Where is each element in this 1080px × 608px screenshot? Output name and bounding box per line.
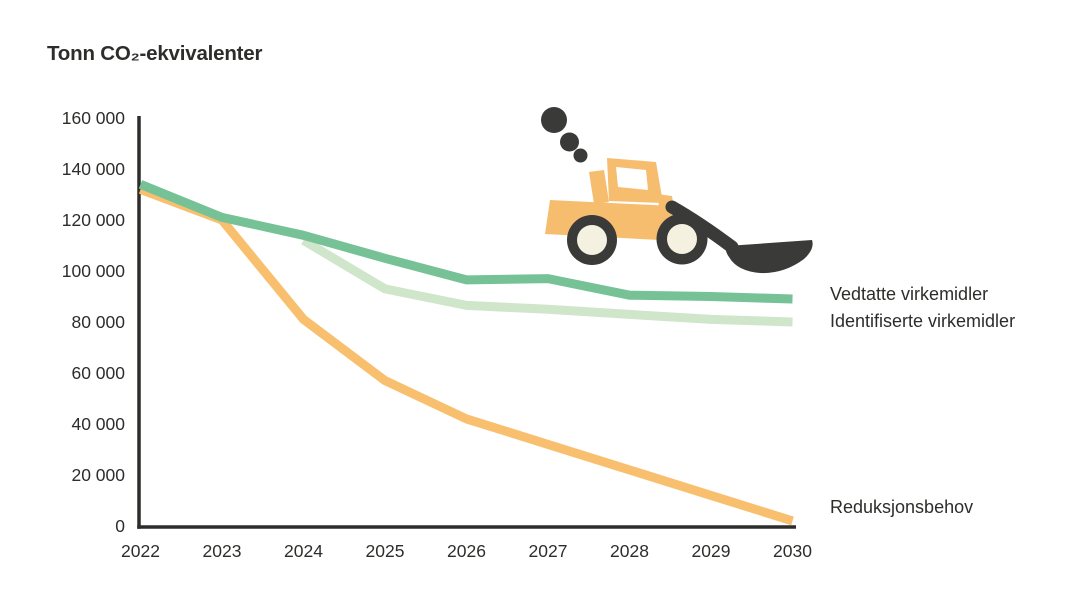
front-wheel-hub — [577, 225, 607, 255]
x-tick-label: 2030 — [773, 541, 812, 561]
series-label-identifiserte-virkemidler: Identifiserte virkemidler — [830, 311, 1016, 331]
x-tick-label: 2025 — [366, 541, 405, 561]
y-tick-label: 160 000 — [62, 108, 126, 128]
x-tick-label: 2029 — [692, 541, 731, 561]
x-tick-label: 2026 — [447, 541, 486, 561]
series-label-reduksjonsbehov: Reduksjonsbehov — [830, 497, 974, 517]
smoke-puff-icon — [573, 148, 588, 163]
excavator-illustration — [541, 107, 813, 274]
exhaust-pipe-icon — [589, 170, 609, 204]
y-tick-label: 60 000 — [71, 363, 125, 383]
rear-wheel-hub — [667, 224, 697, 254]
series-line-identifiserte-virkemidler — [301, 236, 793, 327]
x-tick-label: 2027 — [529, 541, 568, 561]
y-tick-label: 120 000 — [62, 210, 126, 230]
x-tick-label: 2022 — [121, 541, 160, 561]
x-tick-label: 2028 — [610, 541, 649, 561]
series-line-vedtatte-virkemidler — [138, 180, 793, 304]
y-tick-label: 140 000 — [62, 159, 126, 179]
smoke-puff-icon — [560, 132, 579, 152]
x-tick-label: 2024 — [284, 541, 323, 561]
y-tick-label: 80 000 — [71, 312, 125, 332]
chart-title: Tonn CO₂-ekvivalenter — [47, 42, 263, 65]
loader-bucket — [725, 240, 813, 274]
x-tick-label: 2023 — [203, 541, 242, 561]
smoke-puff-icon — [541, 107, 567, 133]
series-label-vedtatte-virkemidler: Vedtatte virkemidler — [830, 284, 989, 304]
y-tick-label: 100 000 — [62, 261, 126, 281]
y-tick-label: 0 — [115, 516, 125, 536]
y-tick-label: 20 000 — [71, 465, 125, 485]
cab-window — [616, 167, 648, 190]
y-tick-label: 40 000 — [71, 414, 125, 434]
series-line-reduksjonsbehov — [138, 185, 794, 526]
